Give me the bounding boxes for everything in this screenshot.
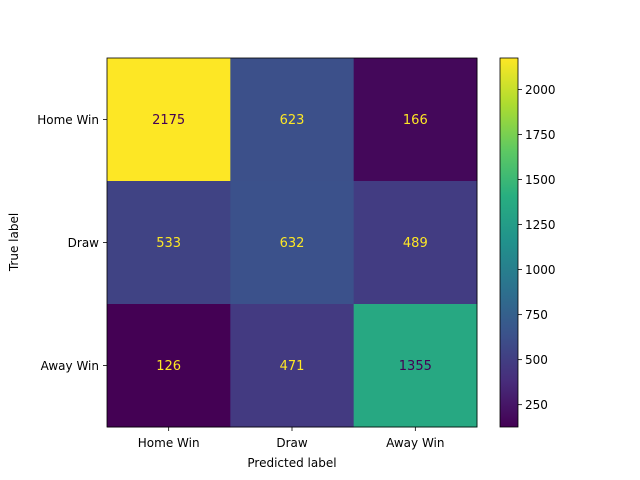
x-tick-label: Home Win <box>138 436 200 450</box>
heatmap-cell <box>230 181 355 305</box>
heatmap-cell <box>230 58 355 182</box>
colorbar-tick-label: 1000 <box>525 263 556 277</box>
cell-value-label: 1355 <box>399 359 432 374</box>
cell-value-label: 533 <box>156 236 181 251</box>
cell-value-label: 623 <box>280 113 305 128</box>
cell-value-label: 471 <box>280 359 305 374</box>
cell-value-label: 166 <box>403 113 428 128</box>
colorbar-tick-label: 500 <box>525 353 548 367</box>
colorbar-tick-label: 750 <box>525 308 548 322</box>
heatmap-cell-labels: 2175 623 166 533 632 489 126 471 1355 <box>152 113 432 374</box>
cell-value-label: 126 <box>156 359 181 374</box>
heatmap-cell <box>353 304 478 428</box>
heatmap-cell <box>230 304 355 428</box>
colorbar-tick-label: 2000 <box>525 83 556 97</box>
x-tick-label: Away Win <box>386 436 444 450</box>
heatmap-cell <box>353 181 478 305</box>
y-axis-label: True label <box>7 213 21 272</box>
colorbar-tick-label: 1750 <box>525 128 556 142</box>
colorbar-frame <box>499 57 519 428</box>
x-axis-ticks: Home Win Draw Away Win <box>138 427 445 450</box>
cell-value-label: 489 <box>403 236 428 251</box>
colorbar <box>500 58 518 427</box>
y-axis-ticks: Home Win Draw Away Win <box>37 113 107 373</box>
heatmap-cell <box>107 181 231 305</box>
y-tick-label: Home Win <box>37 113 99 127</box>
y-tick-label: Away Win <box>41 359 99 373</box>
colorbar-tick-label: 1250 <box>525 218 556 232</box>
heatmap-cell <box>353 58 478 182</box>
heatmap-cells <box>107 58 478 428</box>
y-tick-label: Draw <box>68 236 100 250</box>
x-axis-label: Predicted label <box>247 456 336 470</box>
colorbar-tick-label: 250 <box>525 398 548 412</box>
heatmap-cell <box>107 58 231 182</box>
cell-value-label: 2175 <box>152 113 185 128</box>
colorbar-tick-label: 1500 <box>525 173 556 187</box>
colorbar-ticks: 250 500 750 1000 1250 1500 1750 2000 <box>518 83 556 412</box>
cell-value-label: 632 <box>280 236 305 251</box>
x-tick-label: Draw <box>276 436 308 450</box>
heatmap-cell <box>107 304 231 428</box>
